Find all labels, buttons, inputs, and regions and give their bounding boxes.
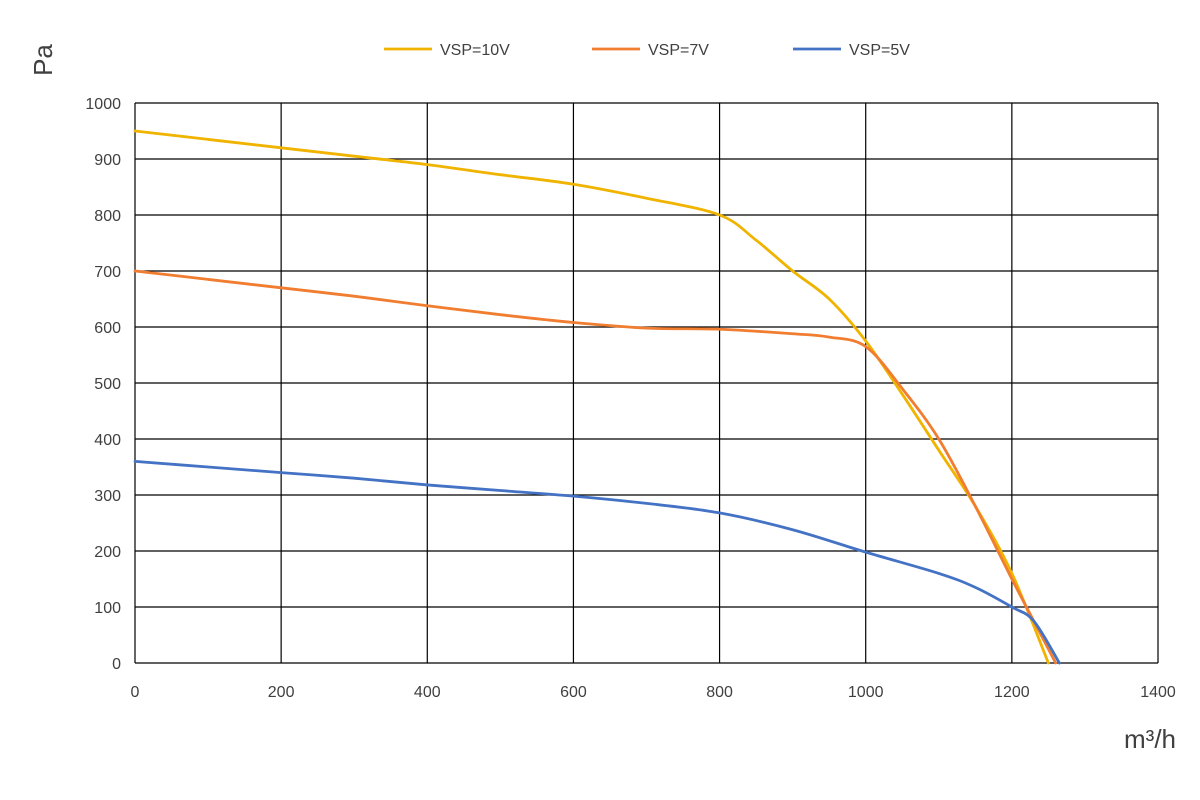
legend-label: VSP=10V xyxy=(440,42,510,59)
x-tick-label: 0 xyxy=(131,684,140,701)
y-tick-label: 400 xyxy=(94,432,121,449)
x-axis-title: m³/h xyxy=(1124,724,1176,754)
x-axis-ticks: 0 200 400 600 800 1000 1200 1400 xyxy=(131,684,1176,701)
series-line-1 xyxy=(133,129,1050,665)
y-tick-label: 0 xyxy=(112,656,121,673)
legend-item: VSP=10V xyxy=(384,42,510,59)
x-tick-label: 400 xyxy=(414,684,441,701)
y-tick-label: 1000 xyxy=(85,96,121,113)
y-tick-label: 700 xyxy=(94,264,121,281)
x-tick-label: 200 xyxy=(268,684,295,701)
y-tick-label: 100 xyxy=(94,600,121,617)
y-tick-label: 900 xyxy=(94,152,121,169)
y-tick-label: 500 xyxy=(94,376,121,393)
series-layer xyxy=(133,129,1061,665)
x-tick-label: 1000 xyxy=(848,684,884,701)
x-tick-label: 1400 xyxy=(1140,684,1176,701)
y-axis-title: Pa xyxy=(28,44,58,76)
y-tick-label: 200 xyxy=(94,544,121,561)
grid xyxy=(134,102,1159,664)
y-tick-label: 600 xyxy=(94,320,121,337)
legend: VSP=10V VSP=7V VSP=5V xyxy=(384,42,910,59)
legend-label: VSP=7V xyxy=(648,42,709,59)
series-line-3 xyxy=(133,460,1061,665)
legend-label: VSP=5V xyxy=(849,42,910,59)
x-tick-label: 600 xyxy=(560,684,587,701)
x-tick-label: 1200 xyxy=(994,684,1030,701)
series-line-2 xyxy=(133,269,1058,665)
y-tick-label: 800 xyxy=(94,208,121,225)
y-axis-ticks: 0 100 200 300 400 500 600 700 800 900 1000 xyxy=(85,96,121,673)
y-tick-label: 300 xyxy=(94,488,121,505)
legend-item: VSP=5V xyxy=(793,42,910,59)
x-tick-label: 800 xyxy=(706,684,733,701)
legend-item: VSP=7V xyxy=(592,42,709,59)
